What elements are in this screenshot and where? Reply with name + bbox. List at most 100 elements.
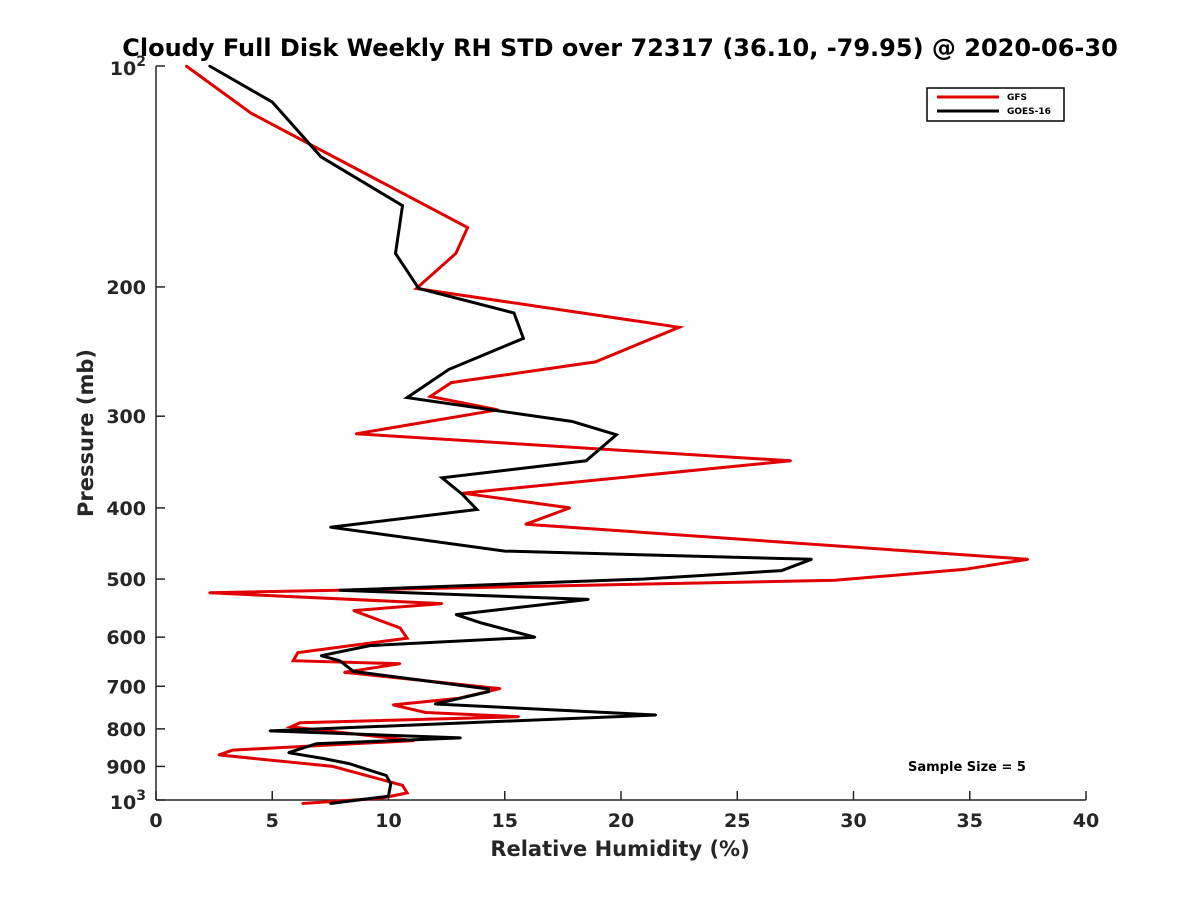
y-tick-label: 500 bbox=[106, 569, 146, 591]
data-point-gfs bbox=[450, 381, 453, 384]
data-point-gfs bbox=[963, 568, 967, 571]
data-point-goes-16 bbox=[315, 742, 318, 745]
x-tick-label: 25 bbox=[724, 810, 750, 832]
data-point-gfs bbox=[298, 721, 302, 725]
x-tick-label: 40 bbox=[1073, 810, 1099, 832]
data-point-goes-16 bbox=[433, 702, 437, 706]
data-point-goes-16 bbox=[461, 493, 465, 497]
data-point-gfs bbox=[250, 112, 253, 115]
y-tick-label: 103 bbox=[110, 788, 146, 814]
data-point-goes-16 bbox=[512, 311, 516, 315]
data-point-goes-16 bbox=[401, 204, 404, 207]
data-point-goes-16 bbox=[480, 621, 483, 625]
data-point-goes-16 bbox=[322, 757, 325, 760]
data-point-goes-16 bbox=[459, 736, 462, 740]
data-point-goes-16 bbox=[487, 687, 490, 691]
x-tick-label: 5 bbox=[266, 810, 279, 832]
data-point-gfs bbox=[398, 626, 402, 630]
data-point-goes-16 bbox=[329, 802, 332, 805]
data-point-goes-16 bbox=[352, 670, 355, 673]
data-point-gfs bbox=[231, 748, 234, 752]
y-tick-label: 900 bbox=[106, 756, 146, 778]
x-tick-label: 10 bbox=[375, 810, 401, 832]
plot-area: 0 5 10 15 20 25 30 35 40 102 200 300 400 500 600 700 800… bbox=[106, 54, 1099, 832]
data-point-goes-16 bbox=[440, 476, 444, 480]
data-point-gfs bbox=[568, 506, 572, 510]
data-point-gfs bbox=[524, 523, 527, 526]
data-point-goes-16 bbox=[643, 577, 646, 581]
data-point-goes-16 bbox=[503, 549, 506, 553]
series-line-gfs bbox=[185, 64, 1029, 805]
data-point-gfs bbox=[391, 703, 395, 707]
data-point-gfs bbox=[466, 226, 469, 229]
x-tick-label: 20 bbox=[608, 810, 634, 832]
y-tick-label: 600 bbox=[106, 627, 146, 649]
x-tick-label: 15 bbox=[492, 810, 518, 832]
data-point-goes-16 bbox=[394, 252, 397, 255]
data-point-gfs bbox=[517, 715, 520, 718]
data-point-goes-16 bbox=[347, 762, 351, 765]
data-point-gfs bbox=[498, 687, 502, 690]
data-point-goes-16 bbox=[368, 644, 372, 647]
legend-label-gfs: GFS bbox=[1007, 93, 1027, 103]
data-point-gfs bbox=[429, 395, 432, 398]
data-point-gfs bbox=[343, 671, 346, 674]
data-point-gfs bbox=[185, 64, 188, 68]
data-point-gfs bbox=[289, 725, 293, 729]
data-point-goes-16 bbox=[208, 64, 211, 68]
data-point-goes-16 bbox=[387, 794, 390, 798]
data-point-gfs bbox=[789, 459, 792, 462]
data-point-gfs bbox=[291, 659, 295, 662]
data-point-gfs bbox=[296, 651, 300, 654]
data-point-goes-16 bbox=[338, 659, 341, 662]
data-point-gfs bbox=[1026, 558, 1030, 561]
sample-size-annotation: Sample Size = 5 bbox=[908, 760, 1026, 775]
data-point-goes-16 bbox=[533, 635, 537, 639]
data-point-goes-16 bbox=[454, 613, 458, 616]
x-tick-label: 30 bbox=[840, 810, 866, 832]
data-point-gfs bbox=[454, 252, 458, 255]
data-point-goes-16 bbox=[405, 396, 409, 399]
data-point-goes-16 bbox=[319, 654, 323, 657]
y-axis-label: Pressure (mb) bbox=[74, 349, 98, 517]
x-tick-label: 0 bbox=[149, 810, 162, 832]
data-point-gfs bbox=[833, 579, 837, 582]
data-point-gfs bbox=[208, 591, 211, 594]
data-point-goes-16 bbox=[615, 433, 618, 436]
data-point-goes-16 bbox=[475, 508, 479, 511]
data-point-goes-16 bbox=[338, 589, 341, 592]
data-point-goes-16 bbox=[570, 420, 574, 423]
data-point-goes-16 bbox=[780, 569, 783, 572]
chart-title: Cloudy Full Disk Weekly RH STD over 7231… bbox=[122, 34, 1118, 62]
data-point-gfs bbox=[301, 802, 304, 805]
data-point-gfs bbox=[594, 360, 597, 364]
data-point-goes-16 bbox=[268, 729, 272, 733]
data-point-gfs bbox=[398, 662, 402, 665]
data-point-goes-16 bbox=[417, 287, 420, 290]
data-point-gfs bbox=[331, 765, 334, 768]
y-tick-label: 300 bbox=[106, 406, 146, 428]
data-point-goes-16 bbox=[329, 526, 332, 529]
data-point-gfs bbox=[424, 711, 427, 714]
data-point-goes-16 bbox=[522, 337, 525, 340]
data-point-gfs bbox=[352, 609, 355, 612]
data-point-goes-16 bbox=[487, 690, 490, 693]
y-tick-label: 200 bbox=[106, 277, 146, 299]
data-point-goes-16 bbox=[384, 774, 388, 777]
data-point-gfs bbox=[440, 602, 444, 605]
data-point-goes-16 bbox=[447, 368, 451, 371]
data-point-gfs bbox=[401, 784, 404, 787]
x-tick-label: 35 bbox=[957, 810, 983, 832]
data-point-goes-16 bbox=[287, 751, 290, 754]
data-point-gfs bbox=[677, 326, 681, 329]
legend-box bbox=[926, 87, 1065, 122]
y-tick-label: 800 bbox=[106, 719, 146, 741]
y-tick-label: 400 bbox=[106, 498, 146, 520]
y-tick-label: 102 bbox=[110, 54, 146, 80]
series-line-goes-16 bbox=[208, 64, 813, 805]
data-point-gfs bbox=[354, 432, 358, 435]
data-point-gfs bbox=[405, 637, 409, 640]
data-point-goes-16 bbox=[319, 155, 323, 159]
